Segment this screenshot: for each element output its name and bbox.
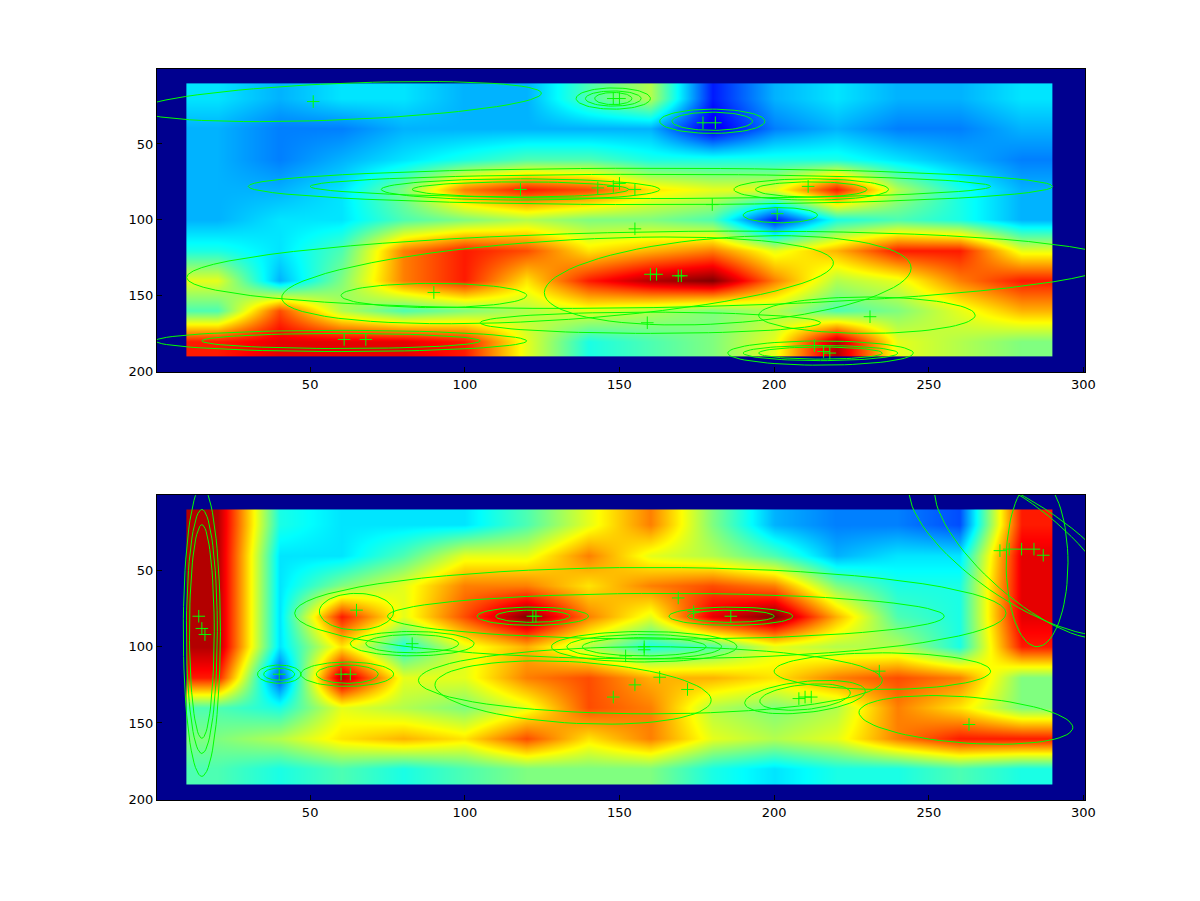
svg-text:50: 50 [137,137,154,152]
svg-text:200: 200 [129,792,154,807]
svg-text:250: 250 [916,805,941,820]
svg-text:200: 200 [129,364,154,379]
svg-text:300: 300 [1071,805,1096,820]
svg-text:100: 100 [452,377,477,392]
svg-text:100: 100 [452,805,477,820]
svg-text:100: 100 [129,212,154,227]
svg-text:50: 50 [302,377,319,392]
svg-text:300: 300 [1071,377,1096,392]
svg-text:250: 250 [916,377,941,392]
svg-text:150: 150 [607,805,632,820]
svg-text:100: 100 [129,639,154,654]
svg-text:150: 150 [129,288,154,303]
svg-text:150: 150 [607,377,632,392]
svg-text:200: 200 [762,377,787,392]
svg-text:150: 150 [129,716,154,731]
svg-text:50: 50 [137,563,154,578]
svg-text:200: 200 [762,805,787,820]
svg-text:50: 50 [302,805,319,820]
